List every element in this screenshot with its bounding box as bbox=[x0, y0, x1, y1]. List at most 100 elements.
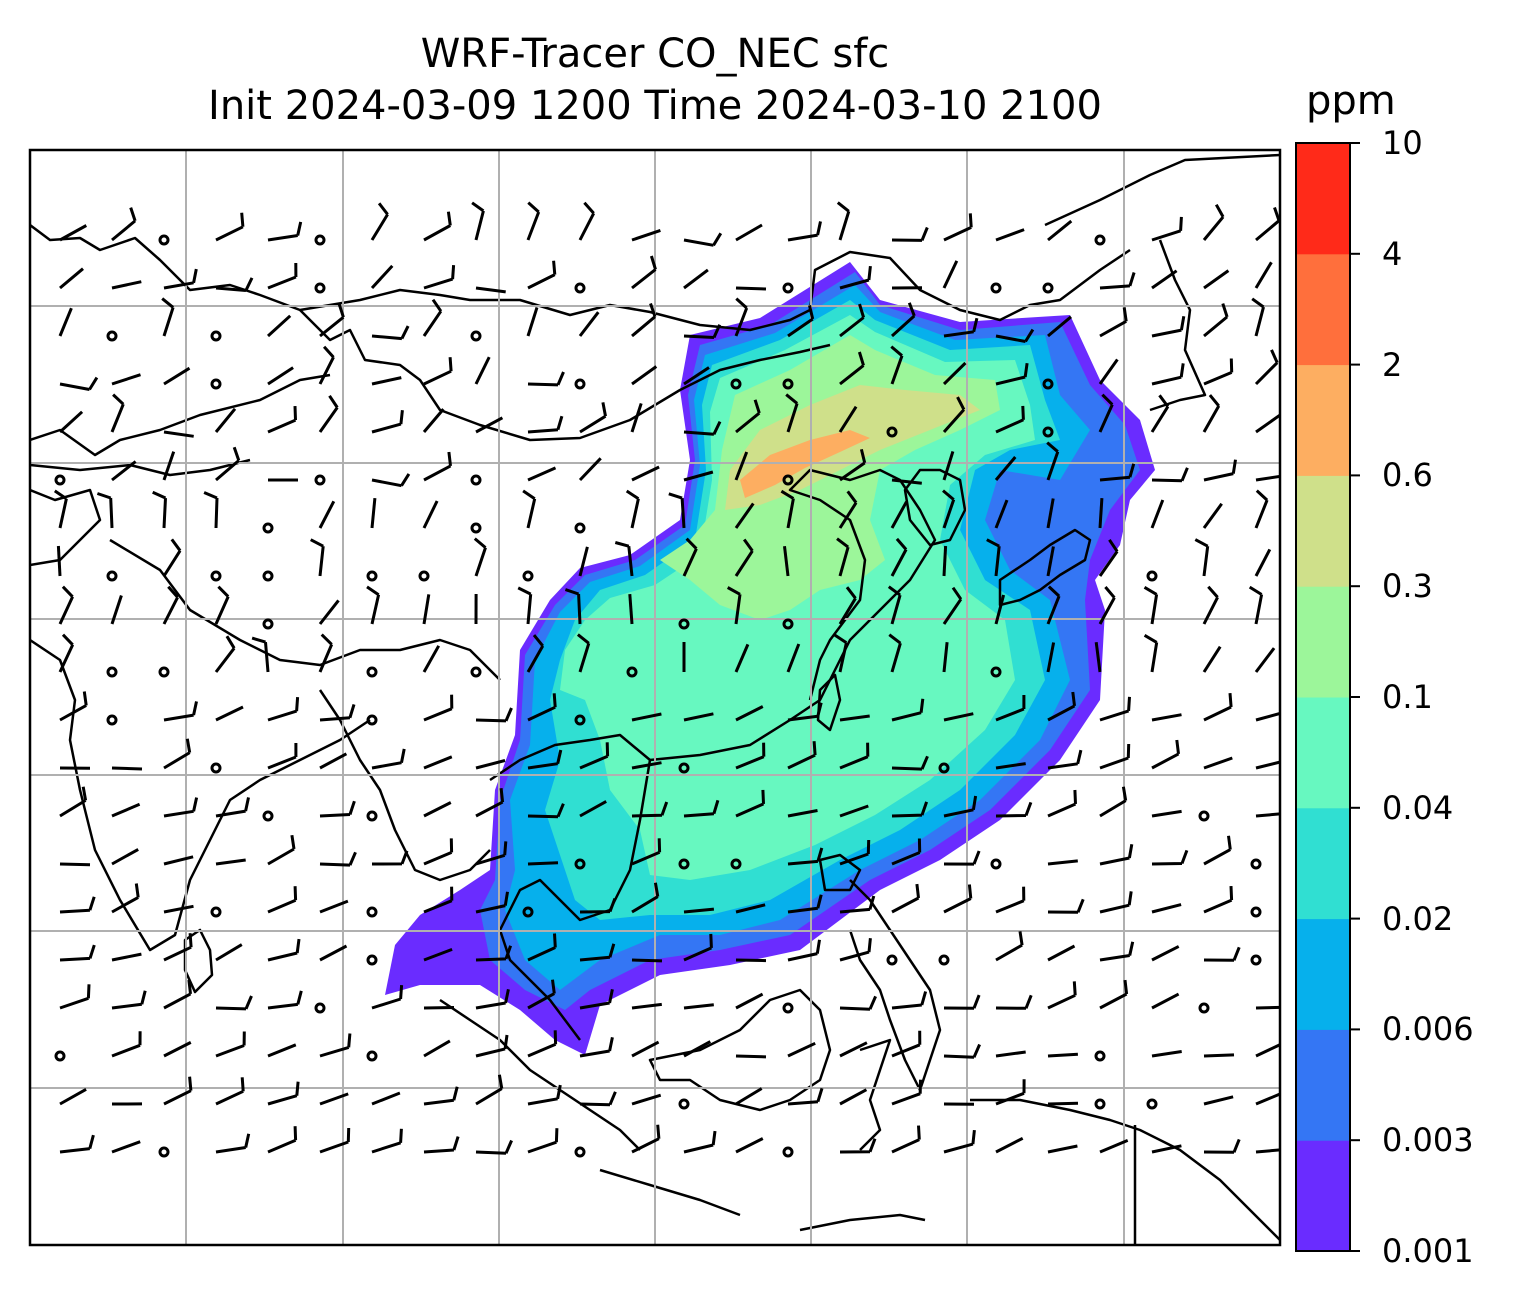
wind-barb bbox=[161, 297, 175, 337]
wind-barb bbox=[683, 1130, 717, 1154]
wind-barb bbox=[995, 886, 1026, 914]
wind-barb bbox=[735, 1054, 767, 1059]
wind-barb bbox=[1255, 812, 1280, 818]
wind-barb bbox=[215, 212, 245, 242]
wind-barb bbox=[1098, 498, 1104, 529]
wind-barb bbox=[1203, 835, 1232, 866]
coast-sulawesi bbox=[859, 1038, 892, 1151]
wind-barb bbox=[423, 755, 453, 770]
wind-barb bbox=[215, 1133, 251, 1154]
colorbar-tick-label: 0.3 bbox=[1382, 567, 1433, 606]
wind-barb bbox=[1099, 1139, 1129, 1154]
wind-barb bbox=[839, 265, 872, 290]
wind-barb bbox=[891, 478, 922, 485]
wind-barb-calm bbox=[522, 906, 534, 918]
wind-barb bbox=[943, 795, 978, 818]
wind-barb bbox=[890, 302, 916, 338]
wind-barb bbox=[527, 415, 564, 434]
colorbar-swatch bbox=[1296, 697, 1350, 809]
wind-barb bbox=[785, 393, 799, 433]
wind-barb bbox=[735, 1087, 763, 1106]
colorbar-tick-label: 0.003 bbox=[1382, 1121, 1474, 1160]
wind-barb-calm bbox=[574, 1146, 586, 1158]
coast-sumatra bbox=[439, 998, 641, 1151]
wind-barb-calm bbox=[366, 810, 378, 822]
wind-barb bbox=[891, 698, 925, 722]
wind-barb bbox=[1151, 849, 1189, 866]
wind-barb bbox=[833, 633, 848, 673]
wind-barb bbox=[838, 490, 858, 529]
wind-barb bbox=[163, 797, 199, 818]
wind-barb-calm bbox=[1094, 1050, 1106, 1062]
wind-barb bbox=[474, 356, 491, 385]
wind-barb bbox=[578, 311, 600, 337]
wind-barb bbox=[1098, 358, 1119, 385]
colorbar-swatch bbox=[1296, 586, 1350, 698]
wind-barb bbox=[891, 801, 929, 818]
wind-barb bbox=[787, 741, 817, 770]
wind-barb bbox=[631, 958, 663, 963]
wind-barb bbox=[111, 952, 142, 962]
wind-barb bbox=[564, 588, 582, 625]
wind-barb bbox=[735, 1137, 764, 1154]
wind-barb bbox=[631, 365, 658, 386]
wind-barb bbox=[683, 799, 720, 818]
wind-barb bbox=[1046, 585, 1061, 625]
wind-barb bbox=[318, 345, 335, 385]
wind-barb bbox=[370, 264, 394, 290]
wind-barb-calm bbox=[210, 906, 222, 918]
wind-barb-calm bbox=[366, 1050, 378, 1062]
wind-barb bbox=[891, 755, 929, 771]
tracer-plume bbox=[385, 262, 1155, 1055]
wind-barb bbox=[527, 979, 556, 1010]
wind-barb bbox=[942, 396, 966, 433]
wind-barb bbox=[1143, 634, 1159, 673]
wind-barb bbox=[527, 1030, 558, 1058]
wind-barb-calm bbox=[938, 762, 950, 774]
wind-barb bbox=[683, 907, 715, 914]
wind-barb-calm bbox=[262, 810, 274, 822]
wind-barb bbox=[111, 280, 142, 290]
wind-barb bbox=[1251, 297, 1265, 337]
wind-barb bbox=[1203, 303, 1229, 338]
wind-barb bbox=[111, 1031, 142, 1058]
wind-barb bbox=[423, 211, 452, 242]
wind-barb bbox=[475, 1074, 504, 1106]
wind-barb bbox=[1151, 1050, 1182, 1058]
wind-barb bbox=[787, 939, 821, 962]
wind-barb bbox=[1047, 749, 1083, 770]
wind-barb bbox=[475, 988, 510, 1010]
wind-barb-calm bbox=[1198, 810, 1210, 822]
wind-barb-calm bbox=[54, 1050, 66, 1062]
wind-barb bbox=[423, 886, 454, 914]
wind-barb bbox=[215, 797, 250, 818]
wind-barb-calm bbox=[782, 1002, 794, 1014]
wind-barb bbox=[734, 451, 749, 481]
wind-barb bbox=[423, 264, 456, 290]
wind-barb bbox=[59, 376, 99, 391]
wind-barb bbox=[1151, 316, 1186, 338]
wind-barb bbox=[625, 489, 640, 529]
wind-barb bbox=[475, 286, 506, 294]
coast-japan bbox=[998, 528, 1092, 607]
wind-barb bbox=[995, 931, 1024, 962]
wind-barb bbox=[787, 1041, 816, 1058]
wind-barb bbox=[1202, 502, 1223, 529]
wind-barb bbox=[683, 470, 714, 482]
wind-barb-calm bbox=[886, 426, 898, 438]
wind-barb bbox=[787, 221, 822, 242]
wind-barb-calm bbox=[1094, 1098, 1106, 1110]
wind-barb bbox=[1151, 269, 1178, 290]
wind-barb bbox=[310, 538, 325, 577]
wind-barb bbox=[1098, 538, 1119, 577]
wind-barb bbox=[614, 541, 634, 577]
wind-barb bbox=[1254, 349, 1279, 386]
wind-barb bbox=[579, 988, 614, 1010]
wind-barb bbox=[527, 749, 563, 770]
wind-barb-calm bbox=[470, 474, 482, 486]
wind-barb-calm bbox=[1042, 378, 1054, 390]
wind-barb bbox=[683, 268, 709, 290]
wind-barb bbox=[578, 546, 589, 577]
wind-barb bbox=[163, 430, 194, 438]
wind-barb bbox=[371, 984, 404, 1010]
